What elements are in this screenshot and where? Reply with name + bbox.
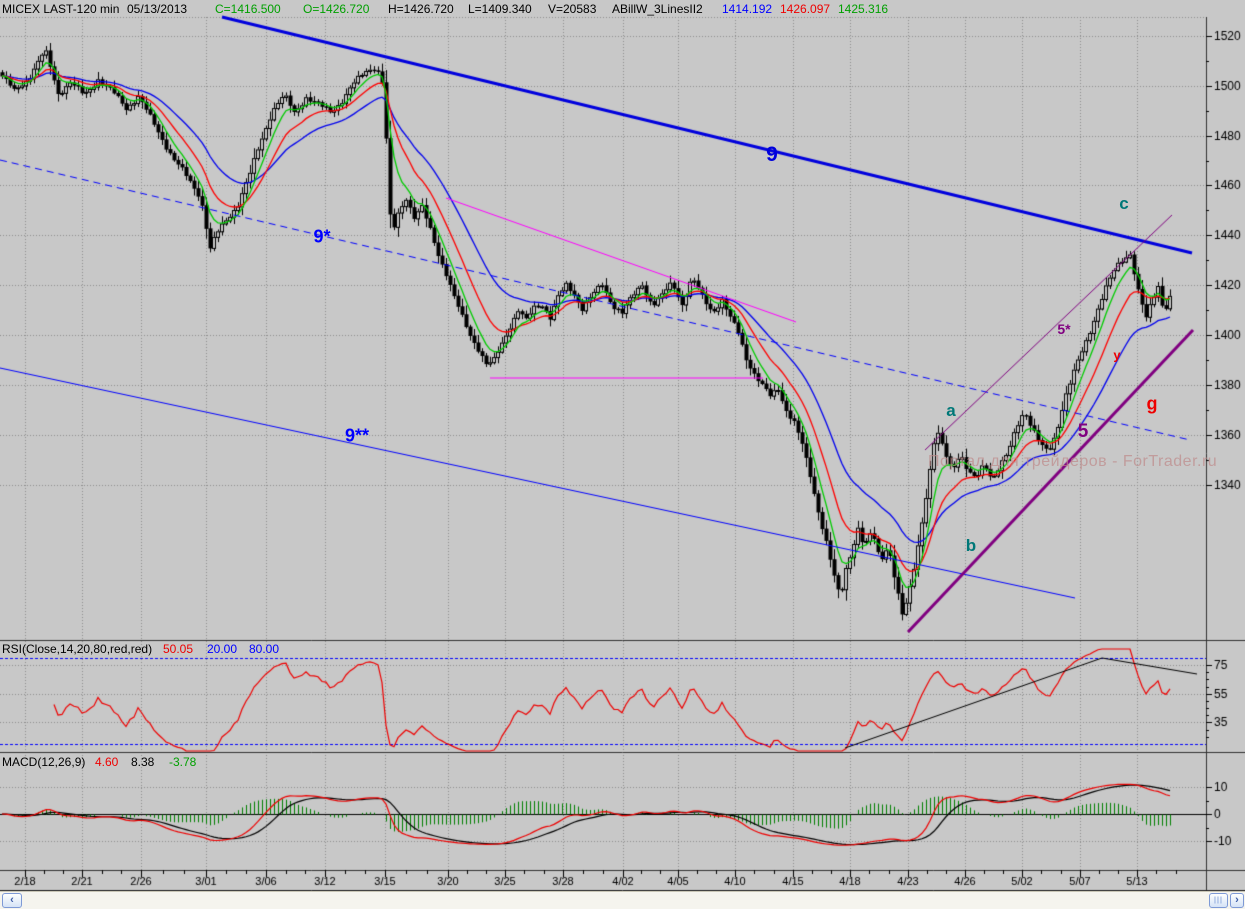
scroll-thumb[interactable]: ||| [1209,893,1228,908]
wave-label-b: b [965,536,977,555]
wave-label-9*: 9* [313,226,331,247]
rsi-upper-level: 80.00 [249,642,280,656]
open-value: O=1426.720 [303,2,370,16]
wave-label-5*: 5* [1057,321,1071,337]
ma-green-value: 1425.316 [838,2,889,16]
wave-label-9: 9 [766,143,778,166]
high-value: H=1426.720 [388,2,454,16]
scroll-left-button[interactable]: ‹ [2,893,22,908]
close-value: C=1416.500 [215,2,281,16]
rsi-lower-level: 20.00 [207,642,238,656]
low-value: L=1409.340 [468,2,532,16]
macd-signal-value: 8.38 [131,755,155,769]
session-date: 05/13/2013 [127,2,188,16]
ma-red-value: 1426.097 [780,2,831,16]
wave-label-g: g [1146,393,1158,414]
volume-value: V=20583 [548,2,597,16]
chevron-left-icon: ‹ [10,894,14,906]
wave-label-5: 5 [1077,421,1089,442]
rsi-label: RSI(Close,14,20,80,red,red) [2,642,153,656]
wave-label-c: c [1119,194,1129,213]
macd-label: MACD(12,26,9) [2,755,86,769]
instrument-title: MICEX LAST-120 min [2,2,120,16]
macd-current-value: 4.60 [95,755,119,769]
wave-label-a: a [946,401,956,420]
grip-icon: ||| [1214,897,1223,904]
rsi-current-value: 50.05 [163,642,194,656]
wave-label-9**: 9** [344,425,370,446]
ma-blue-value: 1414.192 [722,2,773,16]
macd-pane-header: MACD(12,26,9) 4.60 8.38 -3.78 [0,755,1245,769]
horizontal-scrollbar[interactable]: ‹ ||| › [0,891,1245,909]
chevron-right-icon: › [1235,894,1239,906]
wave-label-y: y [1113,347,1121,363]
macd-histogram-value: -3.78 [169,755,197,769]
watermark-text: Портал для трейдеров - ForTrader.ru [928,453,1218,470]
chart-header: MICEX LAST-120 min 05/13/2013 C=1416.500… [0,2,1245,17]
rsi-pane-header: RSI(Close,14,20,80,red,red) 50.05 20.00 … [0,642,1245,656]
scroll-right-button[interactable]: › [1230,893,1244,908]
indicator-name: ABillW_3LinesII2 [612,2,703,16]
